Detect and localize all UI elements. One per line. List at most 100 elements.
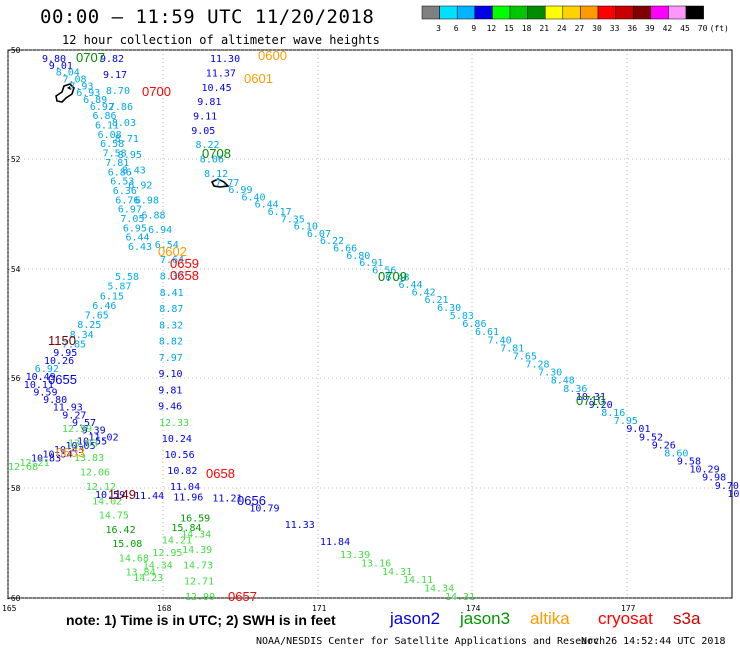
lat-tick-label: -60	[6, 594, 21, 603]
swh-value: 9.01	[49, 61, 73, 72]
swh-value: 7.95	[614, 416, 638, 427]
lat-tick-label: -50	[6, 46, 21, 55]
legend-swatch	[474, 5, 493, 20]
swh-value: 14.34	[143, 560, 173, 571]
legend-s3a: s3a	[673, 609, 701, 628]
swh-value: 7.93	[69, 81, 93, 92]
swh-value: 6.15	[100, 291, 124, 302]
swh-value: 5.83	[450, 311, 474, 322]
pass-time-label: 0710	[576, 393, 605, 408]
legend-swatch	[527, 5, 546, 20]
pass-time-label: 0700	[142, 84, 171, 99]
swh-value: 9.26	[652, 440, 676, 451]
legend-swatch	[456, 5, 476, 20]
swh-value: 6.92	[128, 181, 152, 192]
swh-value: 9.57	[72, 418, 96, 429]
swh-value: 10.05	[66, 441, 96, 452]
swh-value: 6.92	[35, 364, 59, 375]
legend-swatch	[439, 5, 458, 20]
swh-value: 14.31	[382, 567, 412, 578]
swh-value: 11.30	[210, 54, 240, 65]
pass-time-label: 0658	[170, 268, 199, 283]
legend-tick-label: 15	[504, 24, 514, 33]
swh-value: 6.22	[320, 236, 344, 247]
swh-value: 9.81	[197, 97, 221, 108]
swh-value: 14.39	[182, 545, 212, 556]
swh-value: 10.24	[162, 434, 192, 445]
pass-time-label: 0709	[378, 269, 407, 284]
swh-value: 10.31	[576, 392, 606, 403]
pass-time-label: 0708	[202, 146, 231, 161]
swh-value: 15.08	[112, 539, 142, 550]
legend-swatch	[615, 5, 634, 20]
pass-time-label: 0659	[170, 256, 199, 271]
legend-tick-label: 24	[557, 24, 567, 33]
swh-value: 8.32	[159, 320, 183, 331]
swh-value: 6.58	[100, 139, 124, 150]
swh-value: 6.80	[346, 251, 370, 262]
swh-value: 6.07	[307, 229, 331, 240]
legend-swatch	[544, 5, 564, 20]
swh-value: 9.70	[715, 481, 739, 492]
pass-time-label: 0655	[48, 372, 77, 387]
swh-value: 6.11	[95, 121, 119, 132]
swh-value: 14.34	[424, 584, 454, 595]
swh-value: 14.11	[403, 575, 433, 586]
swh-value: 6.88	[142, 210, 166, 221]
legend-swatch	[668, 5, 687, 20]
swh-value: 6.10	[294, 222, 318, 233]
swh-value: 9.98	[702, 473, 726, 484]
swh-value: 6.48	[385, 273, 409, 284]
legend-jason3: jason3	[460, 609, 511, 628]
swh-value: 13.83	[74, 453, 104, 464]
swh-value: 9.11	[193, 112, 217, 123]
legend-tick-label: 27	[575, 24, 585, 33]
legend-tick-label: 33	[610, 24, 620, 33]
swh-value: 8.41	[160, 288, 184, 299]
swh-value: 14.34	[181, 529, 211, 540]
swh-value: 11.44	[134, 491, 164, 502]
legend-swatch	[509, 5, 528, 20]
legend-tick-label: 39	[645, 24, 655, 33]
swh-value: 11.33	[285, 520, 315, 531]
swh-value: 6.44	[399, 280, 423, 291]
map-title: 00:00 – 11:59 UTC 11/20/2018	[40, 6, 375, 28]
swh-value: 6.44	[255, 200, 279, 211]
legend-altika: altika	[530, 609, 570, 628]
swh-value: 11.04	[170, 482, 200, 493]
legend-tick-label: 30	[592, 24, 602, 33]
swh-value: 10.26	[44, 356, 74, 367]
swh-value: 9.17	[103, 70, 127, 81]
swh-value: 6.17	[268, 207, 292, 218]
swh-value: 6.97	[118, 205, 142, 216]
swh-value: 10.82	[167, 466, 197, 477]
swh-value: 12.59	[62, 424, 92, 435]
swh-value: 14.21	[162, 536, 192, 547]
legend-tick-label: 21	[539, 24, 549, 33]
units-note: note: 1) Time is in UTC; 2) SWH is in fe…	[66, 612, 336, 628]
swh-value: 6.66	[333, 244, 357, 255]
legend-tick-label: 70	[698, 24, 708, 33]
lon-tick-label: 177	[621, 604, 636, 613]
swh-value: 12.71	[184, 576, 214, 587]
map-frame	[7, 49, 733, 599]
swh-value: 9.20	[589, 400, 613, 411]
swh-value: 6.08	[98, 130, 122, 141]
swh-value: 6.54	[155, 240, 179, 251]
axis-labels: 165 168 171 174 177 -50 -52 -54 -56 -58 -60	[2, 46, 636, 613]
swh-value: 6.53	[110, 177, 134, 188]
swh-value: 11.21	[212, 494, 242, 505]
legend-swatch	[562, 5, 581, 20]
pass-time-label: 0657	[228, 589, 257, 604]
swh-value: 6.86	[108, 167, 132, 178]
legend-tick-label: 18	[522, 24, 532, 33]
legend-swatch	[421, 5, 440, 20]
swh-value: 13.84	[126, 568, 156, 579]
swh-value: 9.46	[158, 402, 182, 413]
swh-value: 6.36	[113, 186, 137, 197]
swh-value: 8.48	[551, 376, 575, 387]
swh-value: 14.31	[445, 592, 475, 603]
swh-value: 12.12	[86, 482, 116, 493]
swh-value: 6.91	[359, 258, 383, 269]
swh-value: 9.81	[158, 385, 182, 396]
